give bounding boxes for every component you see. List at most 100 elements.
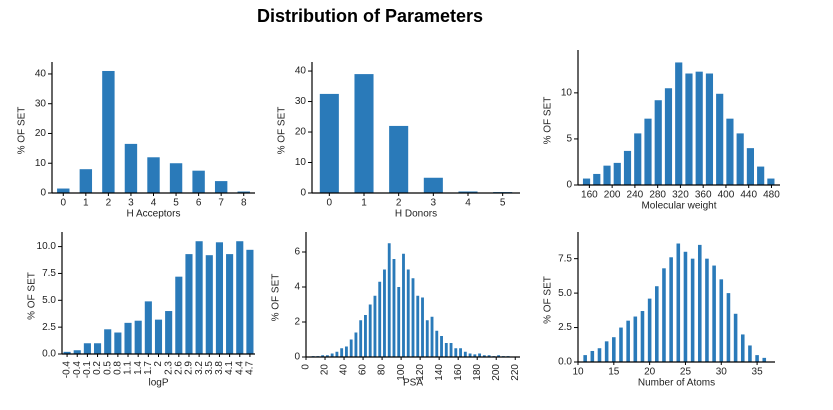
x-axis-label: Number of Atoms bbox=[638, 378, 715, 389]
bar bbox=[425, 320, 429, 357]
y-axis-label: % OF SET bbox=[27, 272, 38, 320]
x-tick-label: 0 bbox=[301, 364, 312, 370]
bar bbox=[124, 322, 132, 354]
bar bbox=[147, 157, 160, 193]
bar bbox=[411, 278, 415, 357]
x-tick-label: -0.4 bbox=[62, 361, 73, 379]
x-tick-label: 7 bbox=[218, 198, 224, 209]
bar bbox=[655, 286, 659, 362]
x-tick-label: 320 bbox=[672, 190, 689, 201]
bar bbox=[603, 165, 611, 185]
bar bbox=[662, 268, 666, 362]
x-tick-label: 8 bbox=[241, 198, 247, 209]
x-tick-label: 1.7 bbox=[143, 361, 154, 375]
x-tick-label: 15 bbox=[608, 367, 620, 378]
bar bbox=[647, 298, 652, 362]
x-axis-label: logP bbox=[148, 378, 168, 389]
x-tick-label: 280 bbox=[649, 190, 666, 201]
bar bbox=[478, 353, 482, 357]
bar bbox=[83, 343, 91, 354]
bar bbox=[319, 93, 339, 193]
bar bbox=[421, 297, 424, 357]
y-tick-label: 7.5 bbox=[42, 268, 56, 279]
bar bbox=[626, 320, 630, 362]
bar bbox=[634, 133, 642, 185]
bar bbox=[762, 357, 767, 362]
bar bbox=[459, 348, 462, 357]
bar bbox=[458, 191, 478, 193]
bar bbox=[73, 350, 81, 354]
y-axis-label: % OF SET bbox=[277, 107, 288, 155]
bar bbox=[644, 118, 652, 185]
x-tick-label: 140 bbox=[434, 364, 445, 381]
bar bbox=[619, 327, 623, 362]
bar bbox=[695, 71, 703, 185]
bar bbox=[349, 339, 353, 357]
y-tick-label: 30 bbox=[295, 96, 307, 107]
bar bbox=[683, 251, 688, 362]
x-tick-label: 60 bbox=[358, 364, 369, 376]
x-tick-label: 2.6 bbox=[173, 361, 184, 375]
x-tick-label: 4.1 bbox=[224, 361, 235, 375]
x-tick-label: 25 bbox=[680, 367, 692, 378]
x-tick-label: 480 bbox=[763, 190, 780, 201]
y-tick-label: 10 bbox=[295, 157, 307, 168]
bar bbox=[623, 150, 632, 185]
bar bbox=[746, 148, 754, 185]
x-axis-label: Molecular weight bbox=[641, 201, 716, 212]
bar bbox=[726, 118, 734, 185]
x-tick-label: 360 bbox=[695, 190, 712, 201]
y-tick-label: 30 bbox=[35, 98, 47, 109]
bar bbox=[114, 332, 122, 354]
x-tick-label: 160 bbox=[581, 190, 598, 201]
bar bbox=[716, 93, 724, 185]
bar bbox=[93, 343, 102, 354]
bar bbox=[755, 355, 759, 362]
x-tick-label: 180 bbox=[472, 364, 483, 381]
x-tick-label: 5 bbox=[173, 198, 179, 209]
bar bbox=[733, 313, 738, 362]
y-axis-label: % OF SET bbox=[543, 276, 554, 324]
x-tick-label: 0.5 bbox=[102, 361, 113, 375]
bar bbox=[169, 163, 183, 193]
y-tick-label: 20 bbox=[35, 128, 47, 139]
bar bbox=[389, 125, 409, 193]
y-tick-label: 5 bbox=[566, 134, 572, 145]
x-tick-label: 3.8 bbox=[214, 361, 225, 375]
bar bbox=[185, 254, 193, 354]
bar bbox=[654, 100, 662, 185]
bar bbox=[214, 181, 228, 193]
x-tick-label: -0.1 bbox=[82, 361, 93, 379]
bar bbox=[192, 170, 205, 193]
x-tick-label: 220 bbox=[510, 364, 521, 381]
x-tick-label: 200 bbox=[604, 190, 621, 201]
bar bbox=[497, 355, 501, 357]
x-tick-label: 4.7 bbox=[245, 361, 256, 375]
x-tick-label: 1.1 bbox=[123, 361, 134, 375]
bar bbox=[444, 343, 448, 357]
bar bbox=[697, 244, 702, 362]
bar bbox=[195, 241, 203, 354]
bar bbox=[144, 301, 152, 354]
x-tick-label: 2.9 bbox=[184, 361, 195, 375]
bar bbox=[454, 348, 458, 357]
bar bbox=[705, 73, 714, 185]
bar bbox=[237, 191, 250, 193]
bar bbox=[640, 311, 645, 362]
bar bbox=[330, 353, 334, 357]
bar bbox=[373, 295, 377, 357]
bar bbox=[583, 355, 587, 362]
y-tick-label: 0.0 bbox=[42, 349, 56, 360]
x-tick-label: 20 bbox=[644, 367, 656, 378]
bar bbox=[57, 188, 70, 193]
x-tick-label: 1 bbox=[83, 198, 89, 209]
bar bbox=[215, 242, 224, 354]
y-tick-label: 2.5 bbox=[558, 322, 572, 333]
y-axis-label: % OF SET bbox=[543, 97, 554, 145]
y-tick-label: 0 bbox=[300, 188, 306, 199]
bar bbox=[440, 336, 443, 357]
x-tick-label: 2 bbox=[153, 361, 164, 367]
y-tick-label: 0 bbox=[566, 180, 572, 191]
y-tick-label: 40 bbox=[295, 66, 307, 77]
